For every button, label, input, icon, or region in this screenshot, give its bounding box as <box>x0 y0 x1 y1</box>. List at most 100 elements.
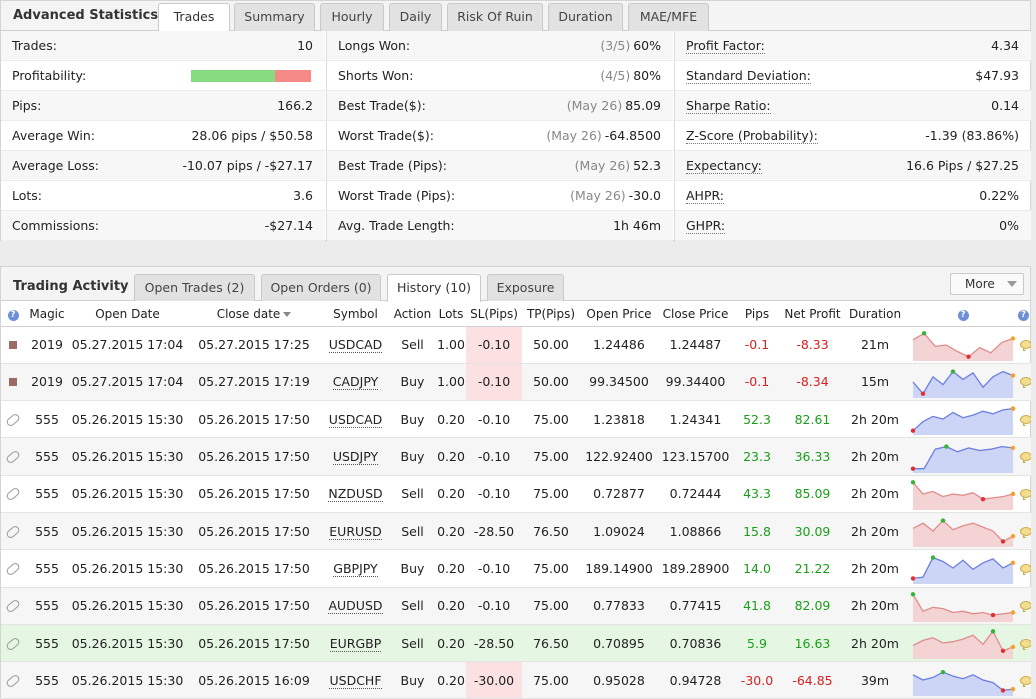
comment-bubble-icon[interactable] <box>1020 452 1031 464</box>
equity-sparkline <box>912 369 1016 398</box>
cell-open-price: 0.72877 <box>580 475 658 513</box>
equity-sparkline <box>910 591 1016 622</box>
comment-bubble-icon[interactable] <box>1020 638 1031 650</box>
stat-z-score: Z-Score (Probability): -1.39 (83.86%) <box>675 121 1031 151</box>
tab-duration[interactable]: Duration <box>548 3 623 31</box>
cell-sl: -30.00 <box>466 661 522 699</box>
sparkline-area <box>913 558 1013 585</box>
help-icon[interactable]: ? <box>957 310 969 322</box>
cell-symbol: CADJPY <box>322 363 389 402</box>
tab-open-orders[interactable]: Open Orders (0) <box>261 274 381 301</box>
table-row[interactable]: 555 05.26.2015 15:30 05.26.2015 17:50 USDJP… <box>1 437 1031 476</box>
cell-magic: 2019 <box>25 326 69 364</box>
col-action[interactable]: Action <box>389 302 436 327</box>
comment-bubble-icon[interactable] <box>1020 340 1031 352</box>
tab-history[interactable]: History (10) <box>387 274 481 302</box>
symbol-link[interactable]: USDCAD <box>328 411 383 428</box>
cell-lots: 0.20 <box>436 400 466 439</box>
sparkline-low-dot <box>966 354 971 359</box>
col-duration[interactable]: Duration <box>844 302 906 327</box>
col-pips[interactable]: Pips <box>733 302 781 327</box>
stats-column-3: Profit Factor: 4.34 Standard Deviation: $4… <box>675 31 1031 241</box>
paperclip-icon <box>5 673 21 689</box>
cell-sl: -0.10 <box>466 475 522 513</box>
col-open-date[interactable]: Open Date <box>69 302 186 327</box>
sparkline-area <box>913 672 1013 697</box>
sparkline-last-dot <box>1010 610 1016 615</box>
cell-pips: 43.3 <box>733 475 781 513</box>
symbol-link[interactable]: EURUSD <box>329 523 382 540</box>
help-icon[interactable]: ? <box>1018 310 1029 322</box>
comment-bubble-icon[interactable] <box>1020 414 1031 426</box>
col-close-date[interactable]: Close date <box>186 302 322 327</box>
col-lots[interactable]: Lots <box>436 302 466 327</box>
trading-activity-panel: Trading Activity Open Trades (2) Open Or… <box>0 266 1031 699</box>
cell-net-profit: -8.33 <box>781 326 844 364</box>
symbol-link[interactable]: USDCAD <box>328 337 383 354</box>
table-row[interactable]: 2019 05.27.2015 17:04 05.27.2015 17:19 CADJ… <box>1 363 1031 402</box>
sparkline-last-dot <box>1010 406 1016 412</box>
table-row[interactable]: 555 05.26.2015 15:30 05.26.2015 16:09 USDCH… <box>1 661 1031 699</box>
symbol-link[interactable]: USDCHF <box>329 672 382 689</box>
cell-close-date: 05.26.2015 17:50 <box>186 437 322 476</box>
cell-pips: 23.3 <box>733 437 781 476</box>
cell-open-date: 05.26.2015 15:30 <box>69 475 186 513</box>
table-row[interactable]: 555 05.26.2015 15:30 05.26.2015 17:50 EURUS… <box>1 512 1031 551</box>
cell-open-price: 1.09024 <box>580 512 658 551</box>
cell-lots: 0.20 <box>436 512 466 551</box>
help-icon[interactable]: ? <box>7 310 19 322</box>
col-open-price[interactable]: Open Price <box>580 302 658 327</box>
table-row[interactable]: 555 05.26.2015 15:30 05.26.2015 17:50 GBPJP… <box>1 549 1031 588</box>
cell-net-profit: 82.61 <box>781 400 844 439</box>
cell-open-date: 05.26.2015 15:30 <box>69 549 186 588</box>
cell-magic: 555 <box>25 475 69 513</box>
sparkline-high-dot <box>940 670 946 675</box>
tab-summary[interactable]: Summary <box>234 3 315 31</box>
table-row[interactable]: 555 05.26.2015 15:30 05.26.2015 17:50 AUDUS… <box>1 587 1031 625</box>
activity-tabbar: Trading Activity Open Trades (2) Open Or… <box>1 267 1030 302</box>
paperclip-icon <box>5 486 21 502</box>
equity-sparkline <box>912 670 1016 697</box>
col-tp[interactable]: TP(Pips) <box>522 302 580 327</box>
col-magic[interactable]: Magic <box>25 302 69 327</box>
cell-symbol: USDCHF <box>322 661 389 699</box>
tab-trades[interactable]: Trades <box>158 3 230 34</box>
tab-open-trades[interactable]: Open Trades (2) <box>134 274 255 301</box>
cell-close-price: 1.08866 <box>658 512 733 551</box>
cell-sparkline <box>906 437 1020 476</box>
tab-daily[interactable]: Daily <box>389 3 442 31</box>
table-row[interactable]: 555 05.26.2015 15:30 05.26.2015 17:50 EURGB… <box>1 624 1031 663</box>
symbol-link[interactable]: EURGBP <box>329 635 382 652</box>
table-row[interactable]: 2019 05.27.2015 17:04 05.27.2015 17:25 USDC… <box>1 326 1031 364</box>
cell-symbol: USDCAD <box>322 400 389 439</box>
table-row[interactable]: 555 05.26.2015 15:30 05.26.2015 17:50 USDCA… <box>1 400 1031 439</box>
col-symbol[interactable]: Symbol <box>322 302 389 327</box>
comment-bubble-icon[interactable] <box>1020 675 1031 687</box>
cell-close-date: 05.26.2015 17:50 <box>186 400 322 439</box>
col-net-profit[interactable]: Net Profit <box>781 302 844 327</box>
comment-bubble-icon[interactable] <box>1020 563 1031 575</box>
tab-mae-mfe[interactable]: MAE/MFE <box>628 3 709 31</box>
sparkline-area <box>913 631 1013 660</box>
cell-open-price: 99.34500 <box>580 363 658 402</box>
symbol-link[interactable]: GBPJPY <box>333 560 378 577</box>
col-sl[interactable]: SL(Pips) <box>466 302 522 327</box>
symbol-link[interactable]: NZDUSD <box>328 486 383 503</box>
symbol-link[interactable]: CADJPY <box>332 374 379 391</box>
stat-best-trade-pips: Best Trade (Pips): (May 26) 52.3 <box>327 151 673 181</box>
symbol-link[interactable]: AUDUSD <box>328 598 383 615</box>
equity-sparkline <box>912 629 1016 660</box>
tab-hourly[interactable]: Hourly <box>320 3 384 31</box>
col-close-price[interactable]: Close Price <box>658 302 733 327</box>
symbol-link[interactable]: USDJPY <box>332 449 379 466</box>
comment-bubble-icon[interactable] <box>1020 601 1031 613</box>
comment-bubble-icon[interactable] <box>1020 526 1031 538</box>
tab-risk-of-ruin[interactable]: Risk Of Ruin <box>447 3 543 31</box>
table-row[interactable]: 555 05.26.2015 15:30 05.26.2015 17:50 NZDUS… <box>1 475 1031 513</box>
more-button[interactable]: More <box>950 273 1024 295</box>
comment-bubble-icon[interactable] <box>1020 377 1031 389</box>
sparkline-area <box>913 482 1013 510</box>
cell-action: Sell <box>389 326 436 364</box>
comment-bubble-icon[interactable] <box>1020 489 1031 501</box>
tab-exposure[interactable]: Exposure <box>487 274 564 301</box>
